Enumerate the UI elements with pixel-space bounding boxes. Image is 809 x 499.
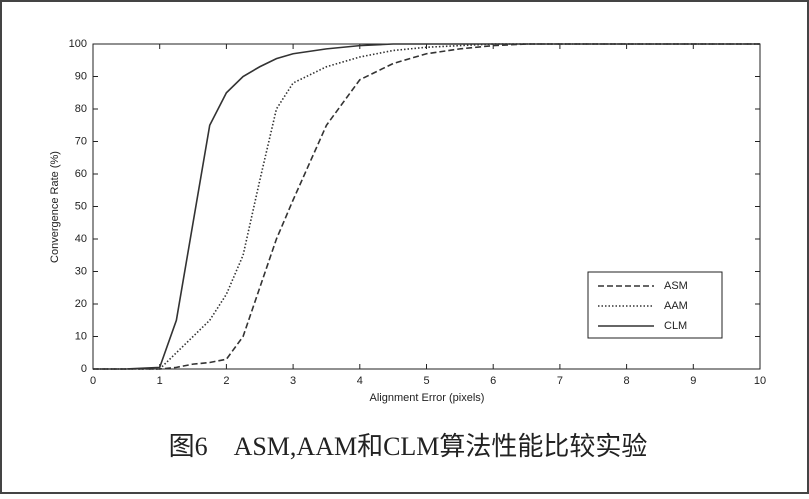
x-tick-label: 3 <box>290 375 296 387</box>
y-tick-label: 50 <box>75 200 87 212</box>
y-tick-label: 40 <box>75 233 87 245</box>
x-tick-label: 2 <box>223 375 229 387</box>
x-tick-label: 10 <box>754 375 766 387</box>
y-tick-label: 60 <box>75 168 87 180</box>
y-tick-label: 100 <box>69 38 87 50</box>
y-tick-label: 80 <box>75 103 87 115</box>
x-tick-label: 5 <box>423 375 429 387</box>
y-tick-label: 90 <box>75 70 87 82</box>
x-tick-label: 7 <box>557 375 563 387</box>
y-tick-label: 0 <box>81 363 87 375</box>
legend-label: ASM <box>664 280 688 292</box>
x-tick-label: 8 <box>624 375 630 387</box>
x-tick-label: 1 <box>157 375 163 387</box>
legend-box <box>587 271 723 339</box>
caption: 图6 ASM,AAM和CLM算法性能比较实验 <box>169 432 648 461</box>
y-tick-label: 70 <box>75 135 87 147</box>
y-tick-label: 20 <box>75 298 87 310</box>
x-tick-label: 0 <box>90 375 96 387</box>
y-axis-label: Convergence Rate (%) <box>49 151 61 263</box>
legend-label: CLM <box>664 320 687 332</box>
series-line <box>93 43 760 370</box>
x-axis-label: Alignment Error (pixels) <box>370 392 485 404</box>
x-tick-label: 9 <box>690 375 696 387</box>
legend-label: AAM <box>664 300 688 312</box>
x-tick-label: 6 <box>490 375 496 387</box>
x-tick-label: 4 <box>357 375 363 387</box>
y-tick-label: 30 <box>75 265 87 277</box>
y-tick-label: 10 <box>75 330 87 342</box>
series-line <box>93 43 760 370</box>
